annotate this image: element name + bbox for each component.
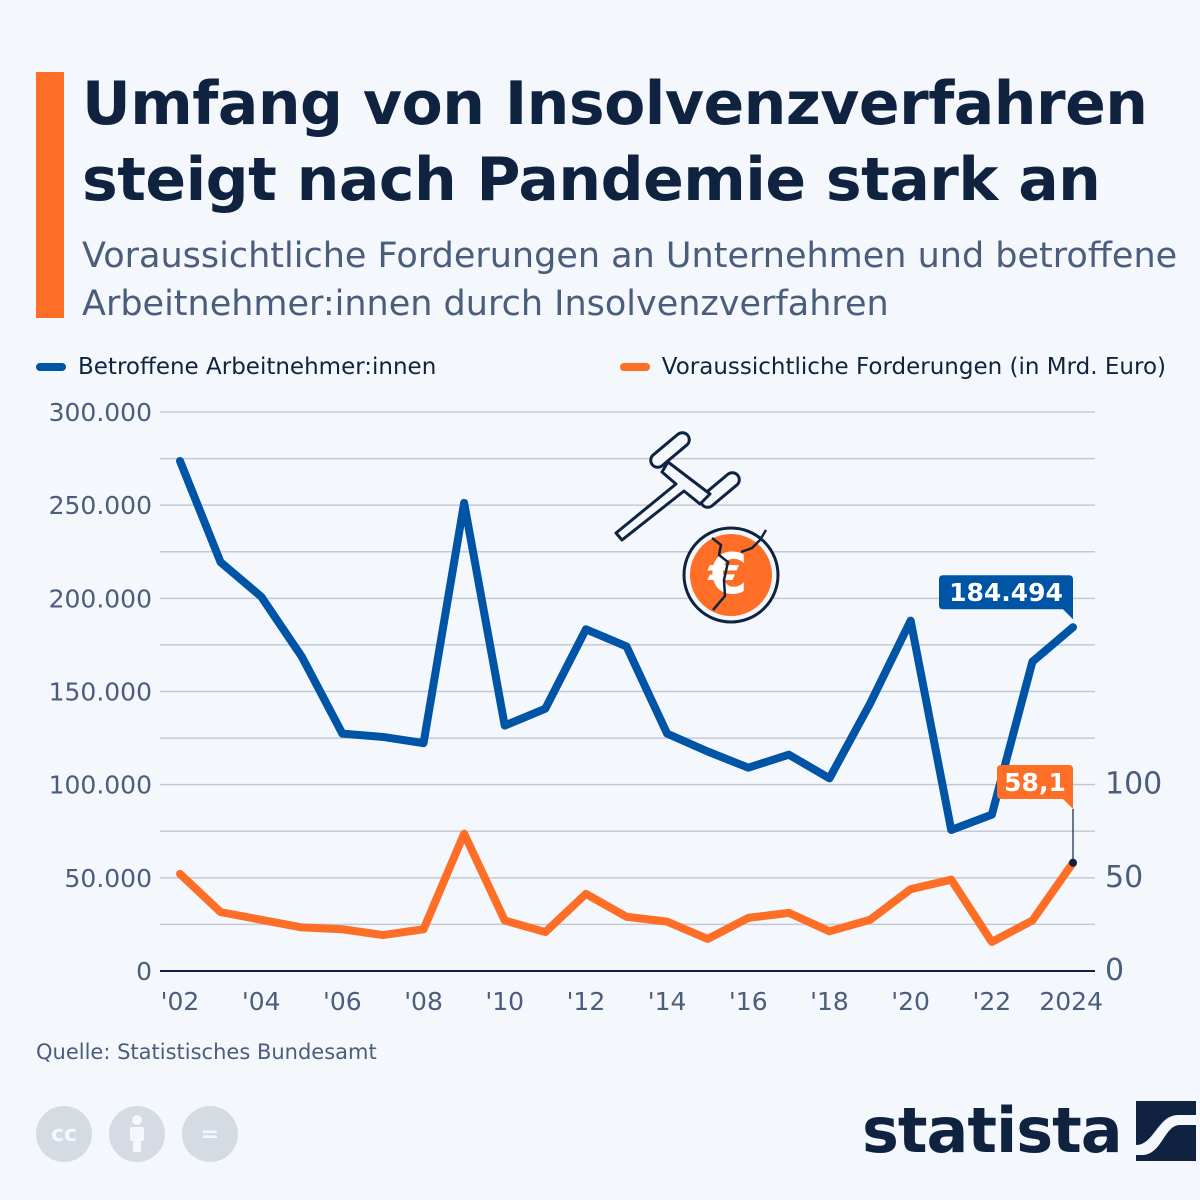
chart-subtitle: Voraussichtliche Forderungen an Unterneh… (82, 236, 1178, 324)
legend-item-claims: Voraussichtliche Forderungen (in Mrd. Eu… (619, 354, 1166, 380)
callout-dot (1069, 858, 1077, 867)
left-tick-label: 300.000 (49, 398, 152, 427)
x-tick-label: '08 (404, 987, 443, 1016)
end-value-callout (997, 765, 1073, 809)
left-tick-label: 100.000 (49, 771, 152, 800)
x-tick-label: '16 (729, 987, 768, 1016)
statista-logo-icon (1135, 1100, 1196, 1161)
legend-swatch-blue (36, 363, 66, 371)
legend-item-workers: Betroffene Arbeitnehmer:innen (36, 354, 436, 380)
legend-label: Voraussichtliche Forderungen (in Mrd. Eu… (661, 354, 1166, 380)
end-value-callout (939, 575, 1073, 620)
left-tick-label: 0 (136, 957, 152, 986)
x-tick-label: '20 (891, 987, 930, 1016)
cc-text: cc (50, 1121, 78, 1147)
nd-text: = (200, 1121, 220, 1147)
legend: Betroffene Arbeitnehmer:innen Voraussich… (36, 354, 1166, 384)
x-tick-label: '02 (161, 987, 200, 1016)
logo-text: statista (862, 1094, 1123, 1167)
attribution-icon[interactable] (109, 1106, 165, 1162)
broken-euro-coin-icon: € (682, 526, 780, 624)
gavel-icon (614, 431, 741, 542)
right-tick-label: 100 (1105, 767, 1162, 802)
right-tick-label: 0 (1105, 953, 1124, 988)
x-tick-label: '12 (567, 987, 606, 1016)
cc-icon[interactable]: cc (36, 1106, 92, 1162)
source-note: Quelle: Statistisches Bundesamt (36, 1040, 377, 1064)
legend-swatch-orange (619, 363, 650, 371)
end-value-label: 58,1 (1004, 768, 1066, 797)
x-tick-label: '04 (242, 987, 281, 1016)
x-tick-label: '06 (323, 987, 362, 1016)
left-tick-label: 250.000 (49, 491, 152, 520)
right-tick-label: 50 (1105, 860, 1143, 895)
x-tick-label: '22 (972, 987, 1011, 1016)
no-derivatives-icon[interactable]: = (182, 1106, 238, 1162)
svg-text:€: € (707, 542, 748, 607)
x-tick-label: '18 (810, 987, 849, 1016)
left-tick-label: 200.000 (49, 584, 152, 613)
left-tick-label: 150.000 (49, 678, 152, 707)
x-tick-label: '14 (648, 987, 687, 1016)
end-value-label: 184.494 (949, 578, 1063, 607)
x-tick-label: 2024 (1039, 987, 1103, 1016)
series-line-claims (176, 829, 1077, 946)
accent-bar (36, 72, 64, 318)
left-tick-label: 50.000 (65, 864, 152, 893)
x-tick-label: '10 (485, 987, 524, 1016)
chart-title: Umfang von Insolvenzverfahren steigt nac… (82, 69, 1148, 215)
person-icon (130, 1115, 144, 1152)
legend-label: Betroffene Arbeitnehmer:innen (78, 354, 437, 380)
statista-logo[interactable]: statista (862, 1094, 1196, 1167)
